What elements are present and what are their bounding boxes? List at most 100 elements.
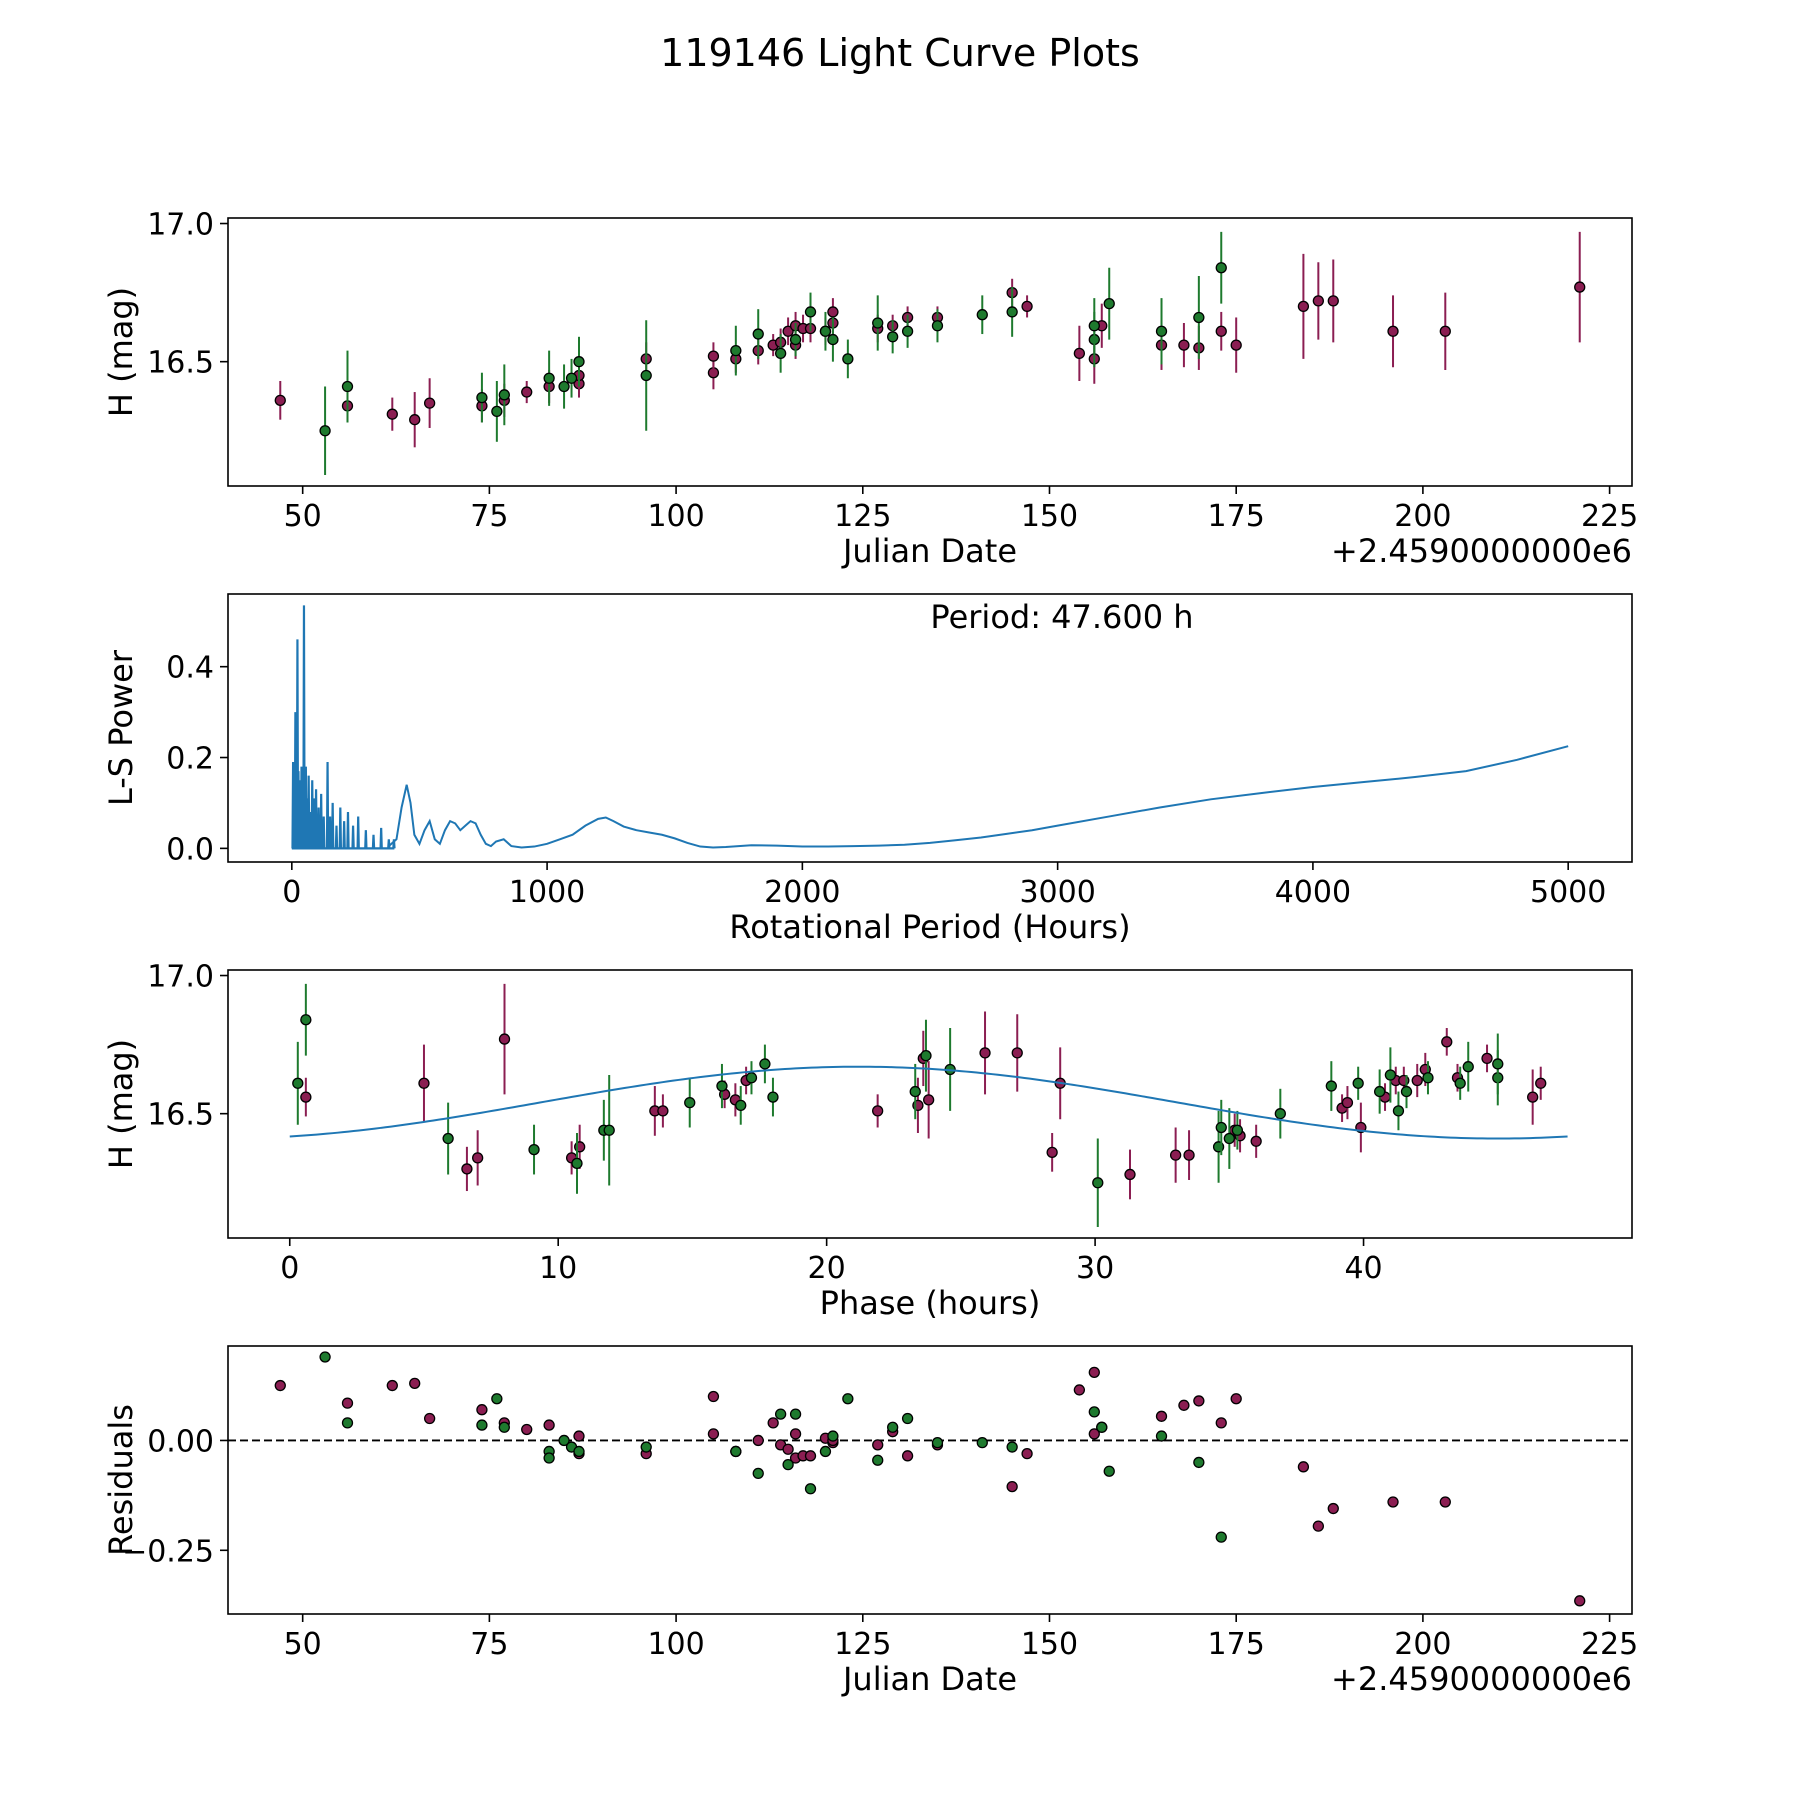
lightcurve-point-g <box>827 333 839 346</box>
phased-point-g <box>920 1049 932 1062</box>
residuals-point-g <box>1215 1531 1227 1543</box>
lightcurve-point-r <box>1178 339 1190 351</box>
lightcurve-point-g <box>976 309 988 321</box>
phased-light-curve-panel: 0 10 20 30 40 16.5 17.0 Phase (hours) H (mag) <box>102 960 1633 1322</box>
phased-ytick-label: 16.5 <box>147 1098 214 1133</box>
phased-point-r <box>300 1091 312 1103</box>
phased-point-g <box>528 1143 540 1156</box>
phased-point-g <box>442 1132 454 1145</box>
lightcurve-point-g <box>640 369 652 382</box>
phased-point-g <box>1092 1177 1104 1189</box>
phased-xlabel: Phase (hours) <box>820 1284 1041 1322</box>
residuals-point-r <box>872 1439 884 1451</box>
phased-point-g <box>767 1091 779 1103</box>
lightcurve-point-r <box>1021 300 1033 313</box>
lightcurve-point-g <box>1193 311 1205 324</box>
lightcurve-point-r <box>521 386 533 398</box>
residuals-point-r <box>386 1379 398 1392</box>
phased-point-r <box>872 1105 884 1117</box>
periodogram-xlabel: Rotational Period (Hours) <box>729 908 1130 946</box>
lightcurve-xlabel: Julian Date <box>841 532 1017 570</box>
periodogram-ytick-label: 0.2 <box>166 742 214 777</box>
residuals-axes-frame <box>227 1345 1633 1615</box>
phased-point-r <box>1169 1149 1182 1161</box>
lightcurve-point-g <box>901 325 914 337</box>
periodogram-xtick-label: 1000 <box>509 875 585 910</box>
phased-xtick-label: 20 <box>808 1251 846 1286</box>
periodogram-axes-frame <box>227 593 1633 863</box>
residuals-point-g <box>842 1393 854 1405</box>
lightcurve-point-r <box>782 325 794 337</box>
lightcurve-point-g <box>491 405 503 418</box>
residuals-point-g <box>827 1430 839 1442</box>
residuals-point-g <box>752 1467 764 1480</box>
phased-point-g <box>1215 1121 1227 1134</box>
phased-point-g <box>1274 1108 1286 1120</box>
residuals-point-g <box>1155 1430 1168 1442</box>
lightcurve-point-r <box>1215 325 1227 337</box>
residuals-point-g <box>887 1421 899 1433</box>
residuals-xtick-label: 200 <box>1394 1627 1451 1662</box>
lightcurve-point-r <box>386 408 398 420</box>
lightcurve-point-r <box>409 414 421 426</box>
lightcurve-point-g <box>565 372 578 384</box>
residuals-point-r <box>804 1450 817 1462</box>
phased-xtick-label: 40 <box>1344 1251 1382 1286</box>
phased-point-g <box>1325 1080 1337 1092</box>
residuals-xtick-label: 125 <box>834 1627 891 1662</box>
lightcurve-point-r <box>1574 281 1586 293</box>
phased-point-r <box>461 1163 473 1175</box>
residuals-point-r <box>789 1428 802 1440</box>
lightcurve-point-g <box>1088 320 1100 332</box>
lightcurve-point-g <box>558 380 570 393</box>
lightcurve-point-g <box>573 356 585 368</box>
phased-ylabel: H (mag) <box>102 1039 140 1169</box>
phased-point-r <box>979 1047 991 1059</box>
phased-point-r <box>1011 1047 1023 1059</box>
phased-point-r <box>657 1105 669 1117</box>
lightcurve-point-g <box>931 320 944 332</box>
residuals-point-g <box>341 1417 354 1429</box>
phased-point-r <box>1341 1096 1354 1109</box>
lightcurve-point-g <box>1006 306 1018 318</box>
phased-point-r <box>418 1077 430 1089</box>
lightcurve-point-g <box>872 317 884 329</box>
residuals-point-r <box>1230 1393 1242 1405</box>
residuals-point-r <box>521 1423 533 1436</box>
residuals-point-g <box>782 1458 794 1471</box>
phased-point-g <box>716 1080 728 1092</box>
lightcurve-point-g <box>476 391 488 404</box>
residuals-point-r <box>1439 1496 1451 1508</box>
lightcurve-xtick-label: 125 <box>834 499 891 534</box>
lightcurve-xtick-label: 175 <box>1208 499 1265 534</box>
residuals-point-r <box>573 1430 585 1442</box>
lightcurve-point-r <box>1297 300 1310 313</box>
residuals-point-g <box>491 1393 503 1405</box>
lightcurve-point-g <box>341 380 354 393</box>
residuals-point-g <box>872 1454 884 1466</box>
phased-point-r <box>1441 1036 1453 1048</box>
lightcurve-point-g <box>752 328 764 340</box>
lightcurve-point-g <box>887 331 899 343</box>
phased-point-g <box>1492 1058 1504 1070</box>
residuals-point-r <box>782 1443 794 1455</box>
phased-point-r <box>498 1033 511 1045</box>
lightcurve-point-r <box>1327 295 1339 307</box>
residuals-point-g <box>976 1437 988 1449</box>
lightcurve-point-r <box>1073 347 1086 360</box>
phased-point-g <box>1454 1077 1466 1089</box>
residuals-point-r <box>423 1412 436 1425</box>
periodogram-xtick-label: 0 <box>282 875 301 910</box>
phased-point-g <box>603 1124 615 1136</box>
lightcurve-point-g <box>774 347 787 360</box>
residuals-point-r <box>476 1404 488 1416</box>
phased-point-r <box>1527 1091 1539 1103</box>
phased-point-g <box>1223 1132 1235 1145</box>
residuals-point-g <box>573 1445 585 1458</box>
lightcurve-point-r <box>827 306 839 318</box>
periodogram-power-curve <box>388 745 1569 849</box>
phased-point-g <box>300 1014 312 1026</box>
residuals-point-r <box>767 1417 779 1429</box>
light-curve-panel: 50 75 100 125 150 175 200 225 16.5 17.0 Julian Dat… <box>102 208 1638 570</box>
